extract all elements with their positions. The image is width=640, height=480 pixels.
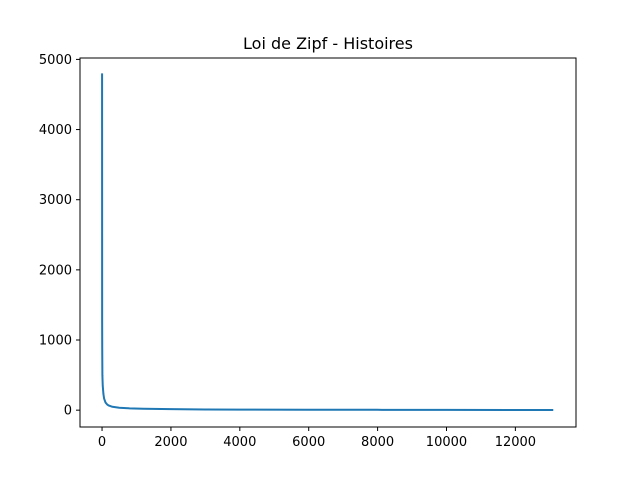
x-tick-label: 12000: [495, 435, 536, 450]
y-tick-label: 0: [64, 404, 72, 419]
series-layer: [101, 73, 554, 411]
x-tick-label: 2000: [154, 435, 187, 450]
y-tick-label: 5000: [39, 53, 72, 68]
x-tick-label: 0: [98, 435, 106, 450]
x-tick-label: 10000: [426, 435, 467, 450]
x-tick-label: 6000: [292, 435, 325, 450]
plot-background: [80, 58, 576, 427]
y-tick-label: 3000: [39, 193, 72, 208]
series-line-0: [101, 73, 554, 411]
y-tick-label: 2000: [39, 263, 72, 278]
y-tick-label: 1000: [39, 334, 72, 349]
x-axis: 0 2000 4000 6000 8000 10000 12000: [98, 427, 536, 450]
x-tick-label: 8000: [361, 435, 394, 450]
y-tick-label: 4000: [39, 123, 72, 138]
plot-frame: [79, 57, 577, 428]
chart-title: Loi de Zipf - Histoires: [243, 34, 413, 53]
x-tick-label: 4000: [223, 435, 256, 450]
y-axis: 0 1000 2000 3000 4000 5000: [39, 53, 80, 419]
